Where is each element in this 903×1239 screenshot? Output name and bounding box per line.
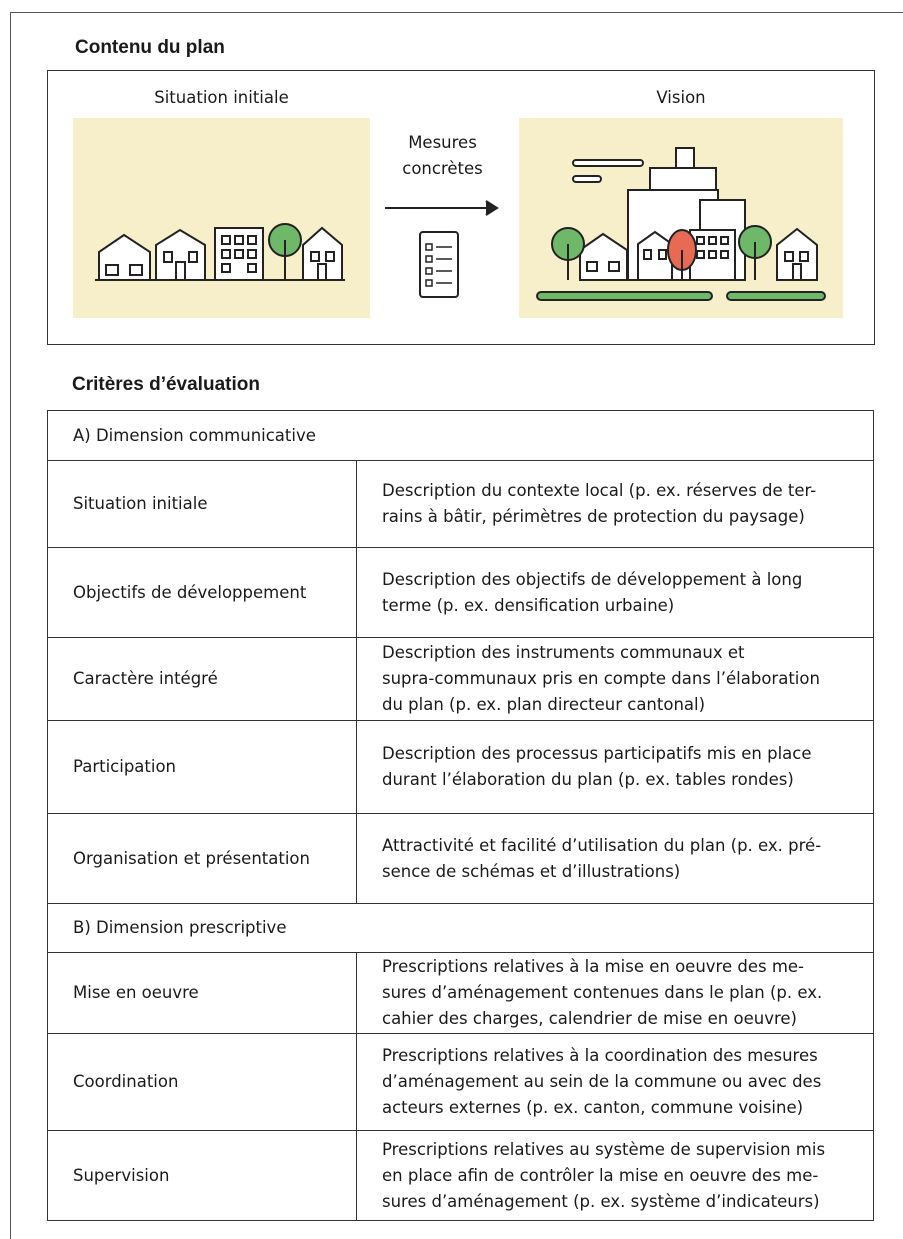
description-line: rains à bâtir, périmètres de protection … xyxy=(382,507,805,526)
description-line: sence de schémas et d’illustrations) xyxy=(382,861,681,881)
description-line: Description du contexte local (p. ex. ré… xyxy=(382,481,817,500)
description-line: terme (p. ex. densification urbaine) xyxy=(382,595,675,615)
description-line: Description des processus participatifs … xyxy=(382,744,812,763)
criteria-title: Critères d’évaluation xyxy=(72,374,260,395)
criterion: Organisation et présentation xyxy=(47,813,357,904)
measures-line: concrètes xyxy=(402,159,483,178)
description-line: supra-communaux pris en compte dans l’él… xyxy=(382,669,820,688)
description: Attractivité et facilité d’utilisation d… xyxy=(356,813,874,904)
group-heading: A) Dimension communicative xyxy=(47,410,874,461)
description-line: du plan (p. ex. plan directeur cantonal) xyxy=(382,695,706,714)
description-line: sures d’aménagement contenues dans le pl… xyxy=(382,983,823,1002)
criterion-row: Participation Description des processus p… xyxy=(47,720,874,814)
criterion-row: Organisation et présentation Attractivité… xyxy=(47,813,874,904)
description-line: d’aménagement au sein de la commune ou a… xyxy=(382,1072,822,1091)
criterion-row: Objectifs de développement Description de… xyxy=(47,547,874,638)
description-line: Prescriptions relatives au système de su… xyxy=(382,1139,826,1159)
description-line: durant l’élaboration du plan (p. ex. tab… xyxy=(382,770,794,789)
description-line: sures d’aménagement (p. ex. système d’in… xyxy=(382,1191,820,1211)
group-row: B) Dimension prescriptive xyxy=(47,903,874,953)
vision-label: Vision xyxy=(656,88,706,107)
criterion-row: Mise en oeuvre Prescriptions relatives à … xyxy=(47,952,874,1034)
description: Description des objectifs de développeme… xyxy=(356,547,874,638)
group-heading: B) Dimension prescriptive xyxy=(47,903,874,953)
criterion: Coordination xyxy=(47,1033,357,1131)
description-line: Attractivité et facilité d’utilisation d… xyxy=(382,835,822,855)
description: Prescriptions relatives à la mise en oeu… xyxy=(356,952,874,1034)
description-line: Prescriptions relatives à la coordinatio… xyxy=(382,1046,818,1065)
criterion: Objectifs de développement xyxy=(47,547,357,638)
description-line: en place afin de contrôler la mise en oe… xyxy=(382,1165,819,1185)
measures-label: Mesures concrètes xyxy=(370,130,515,182)
criterion: Caractère intégré xyxy=(47,637,357,721)
initial-label: Situation initiale xyxy=(154,88,289,107)
description-line: Description des instruments communaux et xyxy=(382,643,745,662)
illustration xyxy=(73,118,843,318)
criterion: Mise en oeuvre xyxy=(47,952,357,1034)
criterion: Situation initiale xyxy=(47,460,357,548)
plan-title: Contenu du plan xyxy=(75,37,225,58)
description-line: Prescriptions relatives à la mise en oeu… xyxy=(382,957,804,976)
description: Prescriptions relatives au système de su… xyxy=(356,1130,874,1221)
description: Prescriptions relatives à la coordinatio… xyxy=(356,1033,874,1131)
criterion: Supervision xyxy=(47,1130,357,1221)
description-line: Description des objectifs de développeme… xyxy=(382,569,803,589)
criterion-row: Coordination Prescriptions relatives à la… xyxy=(47,1033,874,1131)
frame xyxy=(10,12,903,1239)
measures-line: Mesures xyxy=(408,133,477,152)
description: Description du contexte local (p. ex. ré… xyxy=(356,460,874,548)
criterion-row: Situation initiale Description du context… xyxy=(47,460,874,548)
criterion-row: Caractère intégré Description des instrum… xyxy=(47,637,874,721)
criterion-row: Supervision Prescriptions relatives au sy… xyxy=(47,1130,874,1221)
criteria-table: A) Dimension communicative Situation init… xyxy=(47,410,874,1221)
group-row: A) Dimension communicative xyxy=(47,410,874,461)
criterion: Participation xyxy=(47,720,357,814)
description: Description des instruments communaux et… xyxy=(356,637,874,721)
description-line: cahier des charges, calendrier de mise e… xyxy=(382,1009,797,1028)
description-line: acteurs externes (p. ex. canton, commune… xyxy=(382,1098,804,1117)
description: Description des processus participatifs … xyxy=(356,720,874,814)
plan-box xyxy=(47,70,875,345)
